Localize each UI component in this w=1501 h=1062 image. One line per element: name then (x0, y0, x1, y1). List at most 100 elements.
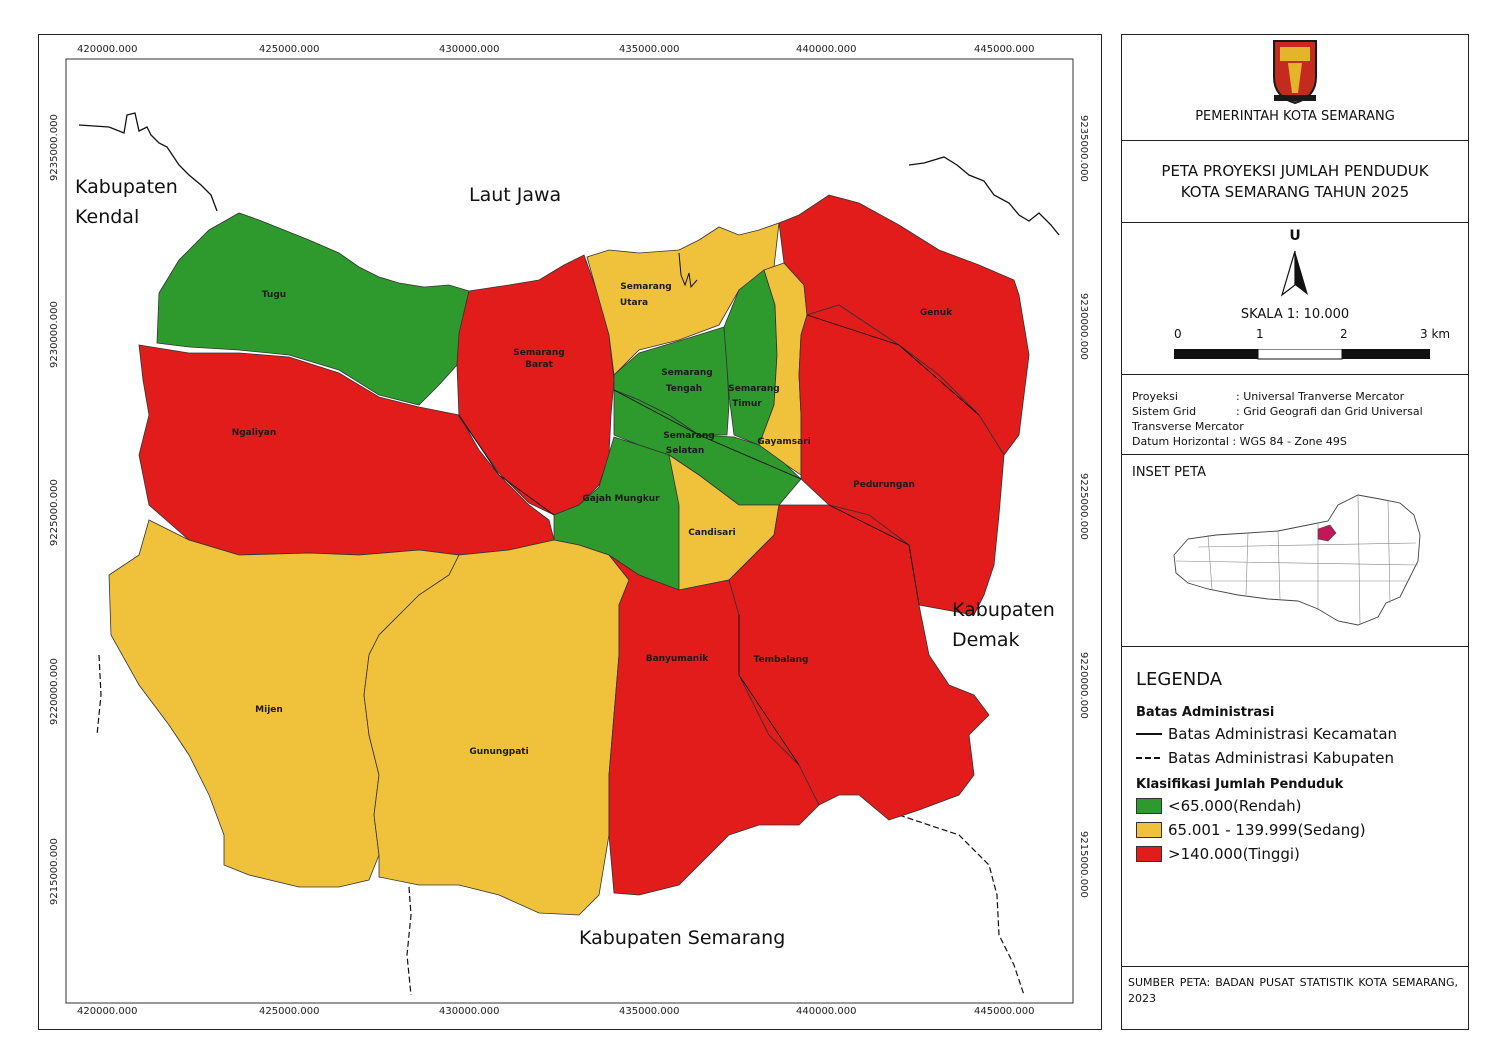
title-box: PETA PROYEKSI JUMLAH PENDUDUK KOTA SEMAR… (1122, 141, 1468, 223)
y-tick-right: 9235000.000 (1078, 115, 1089, 182)
coastline-west (78, 112, 218, 212)
boundary-kecamatan-line (828, 504, 920, 606)
map-frame: Tugu Ngaliyan Semarang Barat Semarang Ut… (38, 34, 1102, 1030)
boundary-kecamatan-line (806, 314, 980, 416)
legend-low-label: <65.000(Rendah) (1168, 797, 1302, 815)
district-label-semarang-utara-1: Semarang (620, 282, 671, 292)
district-label-gunungpati: Gunungpati (469, 747, 528, 757)
place-label-kendal-line2: Kendal (75, 206, 140, 228)
scale-tick-3: 3 km (1420, 327, 1451, 341)
boundary-kabupaten-southeast (898, 814, 1025, 996)
projection-box: Proyeksi : Universal Tranverse Mercator … (1122, 375, 1468, 455)
district-label-mijen: Mijen (255, 705, 283, 715)
district-label-genuk: Genuk (920, 308, 953, 318)
x-tick-top: 435000.000 (619, 44, 680, 55)
place-label-sea: Laut Jawa (469, 184, 562, 206)
grid-row-cont: Transverse Mercator (1132, 420, 1244, 433)
district-label-semarang-barat-1: Semarang (513, 348, 564, 358)
org-name: PEMERINTAH KOTA SEMARANG (1195, 109, 1395, 124)
y-tick-left: 9235000.000 (49, 114, 60, 181)
district-label-semarang-timur-2: Timur (732, 399, 762, 409)
y-tick-left: 9230000.000 (49, 301, 60, 368)
legend-class-title: Klasifikasi Jumlah Penduduk (1136, 777, 1344, 792)
scale-text: SKALA 1: 10.000 (1240, 307, 1350, 322)
boundary-kabupaten-south (406, 886, 412, 996)
choropleth-map[interactable]: Tugu Ngaliyan Semarang Barat Semarang Ut… (39, 35, 1103, 1031)
district-label-semarang-barat-2: Barat (525, 360, 553, 370)
x-tick-top: 445000.000 (974, 44, 1035, 55)
district-label-semarang-selatan-2: Selatan (666, 446, 705, 456)
legend-title: LEGENDA (1136, 669, 1223, 690)
district-label-gayamsari: Gayamsari (757, 437, 810, 447)
x-tick-bottom: 445000.000 (974, 1006, 1035, 1017)
grid-row-value: : Grid Geografi dan Grid Universal (1236, 405, 1423, 418)
place-label-demak-line1: Kabupaten (952, 599, 1055, 621)
district-label-candisari: Candisari (688, 528, 736, 538)
inset-highlight-semarang (1317, 524, 1337, 542)
district-label-banyumanik: Banyumanik (646, 654, 710, 664)
north-arrow-icon (1280, 250, 1308, 297)
inset-title: INSET PETA (1132, 465, 1206, 480)
y-tick-left: 9220000.000 (49, 658, 60, 725)
boundary-kecamatan-line (458, 414, 555, 516)
legend-swatch-high (1136, 846, 1162, 862)
y-tick-right: 9230000.000 (1078, 293, 1089, 360)
x-tick-top: 425000.000 (259, 44, 320, 55)
district-label-semarang-tengah-1: Semarang (661, 368, 712, 378)
legend-box: LEGENDA Batas Administrasi Batas Adminis… (1122, 647, 1468, 967)
legend-line-solid (1136, 733, 1162, 735)
y-tick-right: 9215000.000 (1078, 831, 1089, 898)
scale-tick-0: 0 (1174, 327, 1182, 341)
datum-row: Datum Horizontal : WGS 84 - Zone 49S (1132, 435, 1347, 448)
district-label-tembalang: Tembalang (754, 655, 809, 665)
district-label-ngaliyan: Ngaliyan (232, 428, 277, 438)
coat-of-arms-icon (1273, 40, 1317, 105)
scale-tick-1: 1 (1256, 327, 1264, 341)
legend-swatch-medium (1136, 822, 1162, 838)
district-label-semarang-timur-1: Semarang (728, 384, 779, 394)
district-label-gajah-mungkur: Gajah Mungkur (582, 494, 660, 504)
grid-row-label: Sistem Grid (1132, 405, 1197, 418)
north-letter: U (1289, 228, 1301, 244)
district-label-tugu: Tugu (262, 290, 286, 300)
harbour-detail (678, 252, 698, 289)
proj-row-label: Proyeksi (1132, 390, 1178, 403)
x-tick-top: 430000.000 (439, 44, 500, 55)
header-box: PEMERINTAH KOTA SEMARANG (1122, 35, 1468, 141)
north-scale-box: U SKALA 1: 10.000 0 1 2 3 km (1122, 223, 1468, 375)
legend-high-label: >140.000(Tinggi) (1168, 845, 1300, 863)
district-label-semarang-utara-2: Utara (620, 298, 648, 308)
boundary-kecamatan-line (613, 389, 802, 480)
side-panel: PEMERINTAH KOTA SEMARANG PETA PROYEKSI J… (1121, 34, 1469, 1030)
source-note: SUMBER PETA: BADAN PUSAT STATISTIK KOTA … (1128, 976, 1458, 1005)
legend-kabupaten-row: Batas Administrasi Kabupaten (1136, 749, 1394, 767)
district-pedurungan[interactable] (798, 304, 1005, 616)
scale-bar (1174, 349, 1430, 360)
place-label-kabupaten-semarang: Kabupaten Semarang (579, 927, 786, 949)
y-tick-right: 9220000.000 (1078, 652, 1089, 719)
inset-map (1173, 494, 1421, 626)
district-label-semarang-selatan-1: Semarang (663, 431, 714, 441)
place-label-kendal: Kabupaten Kendal (75, 172, 178, 232)
x-tick-bottom: 435000.000 (619, 1006, 680, 1017)
legend-admin-title: Batas Administrasi (1136, 705, 1275, 720)
legend-low-row: <65.000(Rendah) (1136, 797, 1301, 815)
x-tick-bottom: 440000.000 (796, 1006, 857, 1017)
district-label-pedurungan: Pedurungan (853, 480, 915, 490)
place-label-kendal-line1: Kabupaten (75, 176, 178, 198)
map-title-line1: PETA PROYEKSI JUMLAH PENDUDUK (1161, 162, 1429, 180)
district-tugu[interactable] (156, 212, 470, 406)
legend-medium-row: 65.001 - 139.999(Sedang) (1136, 821, 1366, 839)
x-tick-top: 420000.000 (77, 44, 138, 55)
legend-medium-label: 65.001 - 139.999(Sedang) (1168, 821, 1366, 839)
inset-box: INSET PETA (1122, 455, 1468, 647)
x-tick-bottom: 430000.000 (439, 1006, 500, 1017)
x-tick-bottom: 420000.000 (77, 1006, 138, 1017)
place-label-demak: Kabupaten Demak (952, 595, 1055, 655)
y-tick-left: 9225000.000 (49, 479, 60, 546)
legend-line-dashed (1136, 757, 1162, 759)
district-label-semarang-tengah-2: Tengah (666, 384, 702, 394)
coastline-east (908, 156, 1060, 236)
legend-kecamatan-label: Batas Administrasi Kecamatan (1168, 725, 1398, 743)
legend-high-row: >140.000(Tinggi) (1136, 845, 1300, 863)
